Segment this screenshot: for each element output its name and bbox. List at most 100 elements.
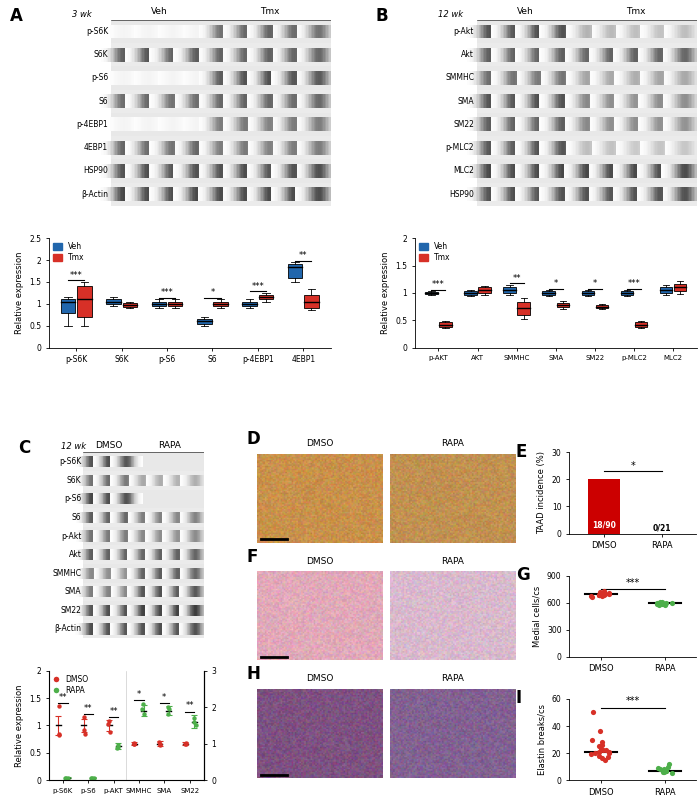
Bar bbox=[519, 94, 521, 108]
Bar bbox=[477, 66, 696, 90]
Bar bbox=[275, 164, 276, 178]
Bar bbox=[233, 118, 235, 131]
Bar bbox=[314, 118, 315, 131]
Bar bbox=[105, 568, 106, 579]
Bar bbox=[647, 71, 648, 85]
Bar bbox=[136, 530, 138, 541]
Bar bbox=[510, 71, 511, 85]
Bar bbox=[94, 623, 96, 634]
Bar bbox=[489, 48, 490, 62]
Bar bbox=[87, 586, 88, 597]
Bar bbox=[524, 71, 525, 85]
Bar bbox=[241, 71, 243, 85]
Bar bbox=[241, 141, 243, 154]
Bar bbox=[102, 623, 103, 634]
Bar bbox=[190, 164, 192, 178]
Bar bbox=[548, 164, 550, 178]
Bar bbox=[559, 164, 561, 178]
Bar bbox=[566, 118, 568, 131]
Bar bbox=[524, 118, 525, 131]
Text: **: ** bbox=[59, 693, 67, 702]
Bar bbox=[545, 187, 547, 201]
Bar bbox=[156, 549, 157, 560]
Bar bbox=[565, 164, 566, 178]
Bar bbox=[199, 164, 200, 178]
Bar bbox=[282, 94, 284, 108]
Bar bbox=[136, 25, 138, 38]
Bar bbox=[318, 187, 319, 201]
Bar bbox=[671, 71, 673, 85]
Bar bbox=[295, 187, 297, 201]
Bar bbox=[262, 71, 264, 85]
Bar bbox=[130, 71, 131, 85]
Bar bbox=[692, 25, 694, 38]
Bar bbox=[251, 118, 253, 131]
Bar bbox=[119, 530, 120, 541]
Bar bbox=[622, 164, 623, 178]
Bar bbox=[439, 322, 452, 327]
Bar bbox=[116, 623, 117, 634]
Bar bbox=[149, 141, 151, 154]
Bar bbox=[114, 605, 115, 616]
Bar bbox=[125, 48, 127, 62]
Bar bbox=[583, 187, 584, 201]
Bar bbox=[302, 71, 304, 85]
Bar bbox=[596, 118, 598, 131]
Bar bbox=[229, 94, 230, 108]
Bar bbox=[570, 48, 572, 62]
Bar bbox=[691, 164, 692, 178]
Point bbox=[587, 591, 598, 603]
Bar bbox=[685, 118, 687, 131]
Bar bbox=[151, 530, 153, 541]
Bar bbox=[158, 48, 160, 62]
Bar bbox=[141, 549, 142, 560]
Bar bbox=[275, 48, 276, 62]
Bar bbox=[82, 623, 83, 634]
Bar bbox=[116, 141, 117, 154]
Bar bbox=[623, 187, 624, 201]
Bar bbox=[97, 530, 98, 541]
Bar bbox=[297, 25, 298, 38]
Bar bbox=[589, 71, 590, 85]
Bar bbox=[121, 623, 122, 634]
Bar bbox=[593, 48, 594, 62]
Bar bbox=[592, 141, 593, 154]
Bar bbox=[284, 141, 286, 154]
Bar bbox=[155, 623, 156, 634]
Bar bbox=[135, 48, 136, 62]
Bar bbox=[575, 187, 576, 201]
Bar bbox=[250, 71, 251, 85]
Bar bbox=[87, 474, 88, 486]
Bar bbox=[319, 118, 321, 131]
Bar bbox=[243, 48, 244, 62]
Bar bbox=[105, 456, 106, 467]
Bar bbox=[655, 94, 657, 108]
Bar bbox=[271, 187, 272, 201]
Bar bbox=[251, 187, 253, 201]
Bar bbox=[550, 25, 551, 38]
Bar bbox=[695, 71, 696, 85]
Bar bbox=[196, 164, 197, 178]
Bar bbox=[601, 141, 602, 154]
Bar bbox=[204, 164, 206, 178]
Bar bbox=[616, 94, 617, 108]
Bar bbox=[119, 474, 120, 486]
Bar bbox=[545, 71, 547, 85]
Bar bbox=[648, 187, 650, 201]
Bar bbox=[157, 549, 158, 560]
Bar bbox=[297, 48, 298, 62]
Point bbox=[594, 587, 606, 600]
Bar bbox=[119, 494, 120, 505]
Bar bbox=[555, 25, 556, 38]
Bar bbox=[470, 118, 472, 131]
Bar bbox=[169, 94, 171, 108]
Bar bbox=[558, 141, 559, 154]
Bar bbox=[576, 141, 578, 154]
Bar bbox=[146, 549, 147, 560]
Bar bbox=[98, 549, 99, 560]
Bar bbox=[183, 25, 185, 38]
Bar bbox=[510, 48, 511, 62]
Bar bbox=[104, 530, 105, 541]
Bar bbox=[133, 605, 134, 616]
Bar bbox=[654, 48, 655, 62]
